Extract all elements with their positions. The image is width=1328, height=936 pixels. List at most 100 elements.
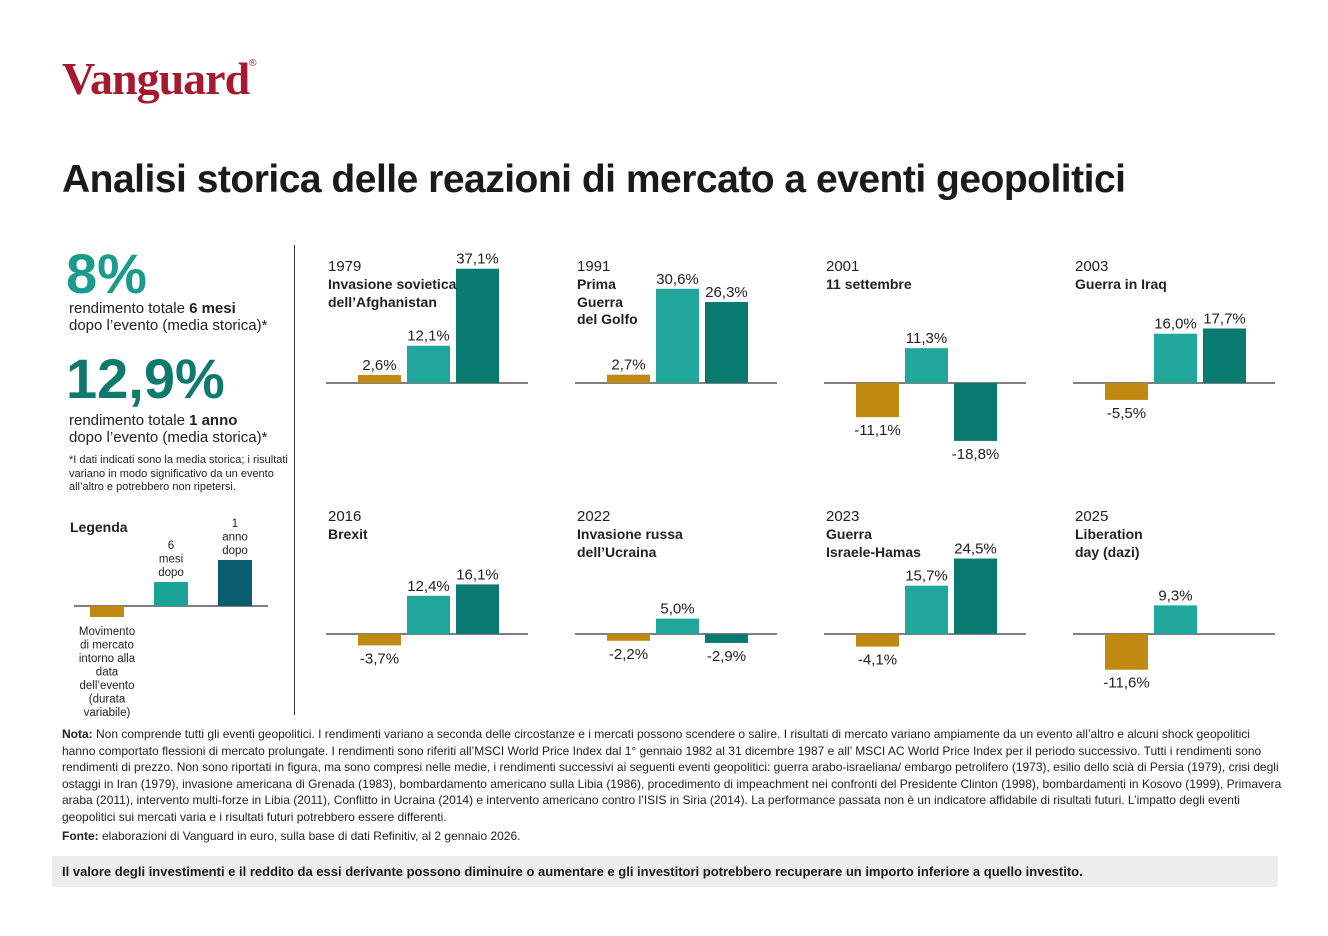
bar-chart-svg: -2,2% 5,0% -2,9%	[575, 601, 777, 665]
event-name: 11 settembre	[826, 276, 912, 292]
event-name: Guerra in Iraq	[1075, 276, 1167, 292]
bar-6-months	[1154, 333, 1197, 383]
event-year: 1991	[577, 258, 611, 275]
bar-value-label: 15,7%	[905, 568, 948, 585]
bar-value-label: 5,0%	[660, 601, 694, 618]
bar-chart-svg: 2,6% 12,1% 37,1%	[326, 251, 528, 384]
stat-6-months-label: rendimento totale 6 mesi dopo l’evento (…	[69, 300, 268, 334]
legend-label: mesi	[159, 554, 183, 566]
bar-6-months	[905, 348, 948, 383]
stat-1-year-label: rendimento totale 1 anno dopo l’evento (…	[69, 412, 268, 446]
legend-swatch	[154, 582, 188, 606]
legend-label: (durata	[89, 694, 126, 706]
bar-value-label: -2,9%	[707, 648, 746, 665]
page-title: Analisi storica delle reazioni di mercat…	[62, 158, 1126, 201]
event-year: 2016	[328, 508, 362, 525]
bar-value-label: 2,6%	[362, 357, 396, 374]
bar-value-label: 17,7%	[1203, 310, 1246, 327]
legend-label: dopo	[158, 567, 184, 579]
event-chart-2016: -3,7% 12,4% 16,1% 2016 Brexit	[326, 498, 541, 728]
bar-event	[358, 374, 401, 383]
event-name: Invasione sovietica dell’Afghanistan	[328, 276, 457, 310]
bar-value-label: 12,1%	[407, 328, 450, 345]
event-chart-2022: -2,2% 5,0% -2,9% 2022 Invasione russa dell’U…	[575, 498, 790, 728]
bar-6-months	[1154, 605, 1197, 634]
bar-value-label: -4,1%	[858, 652, 897, 669]
bar-1-year	[1203, 328, 1246, 383]
event-name: Guerra Israele-Hamas	[826, 526, 921, 560]
event-chart-1991: 2,7% 30,6% 26,3% 1991 Prima Guerra del Golfo	[575, 248, 790, 478]
legend-label: Movimento	[79, 626, 135, 638]
bar-6-months	[407, 345, 450, 383]
source-text: Fonte: elaborazioni di Vanguard in euro,…	[62, 829, 521, 843]
bar-value-label: 26,3%	[705, 284, 748, 301]
event-name: Prima Guerra del Golfo	[577, 276, 638, 327]
event-name: Invasione russa dell’Ucraina	[577, 526, 683, 560]
bar-6-months	[407, 595, 450, 634]
legend-label: intorno alla	[79, 653, 136, 665]
bar-1-year	[954, 558, 997, 634]
bar-value-label: 16,0%	[1154, 316, 1197, 333]
legend-label: anno	[222, 532, 248, 544]
event-chart-2023: -4,1% 15,7% 24,5% 2023 Guerra Israele-Hamas	[824, 498, 1039, 728]
bar-event	[1105, 383, 1148, 400]
bar-value-label: -18,8%	[952, 446, 1000, 463]
legend-label: di mercato	[80, 640, 134, 652]
bar-chart-svg: -3,7% 12,4% 16,1%	[326, 566, 528, 667]
stats-footnote: *I dati indicati sono la media storica; …	[69, 454, 288, 493]
legend-label: dell’evento	[80, 680, 135, 692]
stat-1-year-value: 12,9%	[66, 347, 225, 410]
bar-value-label: -2,2%	[609, 646, 648, 663]
note-text: Nota: Non comprende tutti gli eventi geo…	[62, 727, 1282, 824]
bar-1-year	[456, 584, 499, 634]
vertical-divider	[294, 245, 295, 715]
event-year: 1979	[328, 258, 362, 275]
bar-value-label: 24,5%	[954, 541, 997, 558]
event-year: 2023	[826, 508, 860, 525]
legend-label: 1	[232, 518, 238, 530]
bar-value-label: -11,1%	[854, 422, 900, 439]
bar-value-label: -11,6%	[1103, 675, 1149, 692]
bar-6-months	[656, 288, 699, 383]
bar-event	[856, 383, 899, 418]
event-year: 2001	[826, 258, 860, 275]
bar-chart-svg: -5,5% 16,0% 17,7%	[1073, 310, 1275, 422]
bar-value-label: 2,7%	[611, 357, 645, 374]
event-chart-2003: -5,5% 16,0% 17,7% 2003 Guerra in Iraq	[1073, 248, 1288, 478]
event-chart-2001: -11,1% 11,3% -18,8% 2001 11 settembre	[824, 248, 1039, 478]
vanguard-logo: Vanguard®	[62, 53, 257, 104]
bar-event	[856, 634, 899, 647]
bar-event	[607, 374, 650, 383]
legend-label: data	[96, 667, 119, 679]
bar-event	[358, 634, 401, 646]
bar-chart-svg: -11,6% 9,3%	[1073, 587, 1275, 692]
bar-6-months	[905, 585, 948, 634]
legend-label: variabile)	[84, 707, 131, 719]
event-chart-1979: 2,6% 12,1% 37,1% 1979 Invasione sovietica de…	[326, 248, 541, 478]
event-chart-2025: -11,6% 9,3% 2025 Liberation day (dazi)	[1073, 498, 1288, 728]
bar-chart-svg: 2,7% 30,6% 26,3%	[575, 271, 777, 384]
event-year: 2025	[1075, 508, 1109, 525]
event-year: 2003	[1075, 258, 1109, 275]
legend-label: 6	[168, 540, 174, 552]
legend-swatch	[90, 606, 124, 617]
bar-value-label: 16,1%	[456, 566, 499, 583]
bar-1-year	[705, 634, 748, 643]
bar-value-label: -5,5%	[1107, 405, 1146, 422]
event-name: Brexit	[328, 526, 368, 542]
bar-chart-svg: -11,1% 11,3% -18,8%	[824, 330, 1026, 463]
legend-title: Legenda	[70, 519, 128, 535]
bar-event	[1105, 634, 1148, 670]
bar-1-year	[456, 268, 499, 383]
legend-label: dopo	[222, 545, 248, 557]
bar-chart-svg: -4,1% 15,7% 24,5%	[824, 541, 1026, 669]
bar-value-label: 9,3%	[1158, 587, 1192, 604]
bar-1-year	[954, 383, 997, 441]
event-year: 2022	[577, 508, 611, 525]
bar-value-label: 30,6%	[656, 271, 699, 288]
bar-value-label: 37,1%	[456, 251, 499, 268]
bar-event	[607, 634, 650, 641]
bar-6-months	[656, 618, 699, 634]
bar-value-label: -3,7%	[360, 650, 399, 667]
